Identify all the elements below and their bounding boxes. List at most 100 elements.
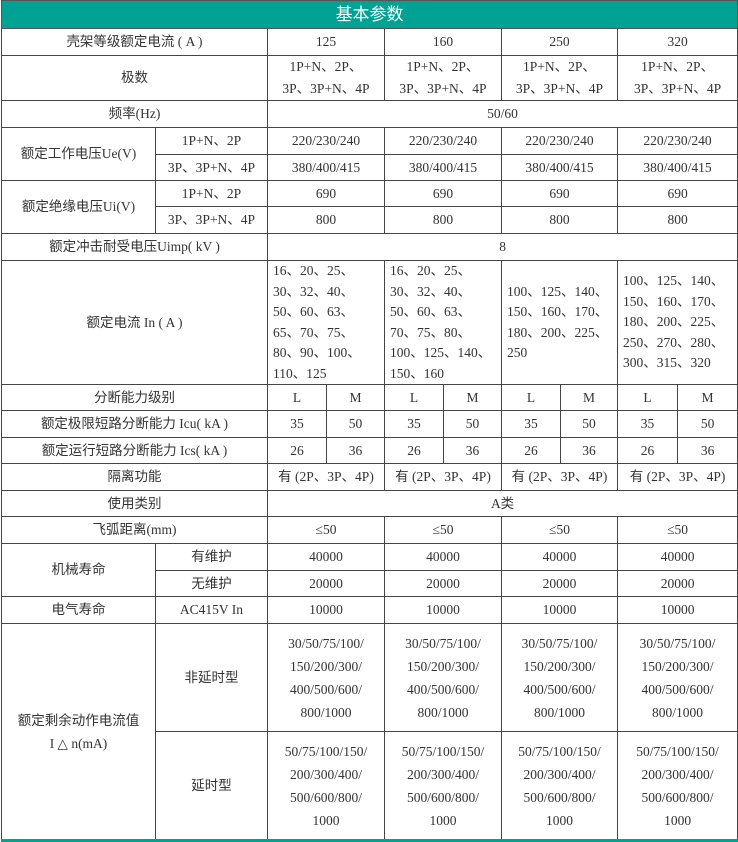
value-cell: 320 — [616, 28, 738, 56]
value-cell: ≤50 — [267, 516, 385, 544]
sub-label: 非延时型 — [155, 623, 268, 732]
value-cell: M — [560, 384, 618, 411]
value-cell: 380/400/415 — [267, 154, 385, 181]
value-cell: 26 — [267, 437, 327, 464]
table-row: 延时型 50/75/100/150/ 200/300/400/ 500/600/8… — [2, 731, 738, 841]
table-row: 分断能力级别 L M L M L M L M — [1, 384, 738, 411]
table-row: 额定冲击耐受电压Uimp( kV ) 8 — [1, 233, 738, 261]
value-cell: 20000 — [267, 570, 385, 597]
row-label: 电气寿命 — [1, 596, 156, 624]
row-label: 额定剩余动作电流值 I △ n(mA) — [1, 623, 156, 841]
table-row: 额定电流 In ( A ) 16、20、25、 30、32、40、 50、60、6… — [1, 260, 738, 385]
row-label: 额定电流 In ( A ) — [1, 260, 268, 385]
table-row: 额定剩余动作电流值 I △ n(mA) 非延时型 30/50/75/100/ 150… — [1, 623, 738, 841]
table-row: 额定极限短路分断能力 Icu( kA ) 35 50 35 50 35 50 35 50 — [1, 410, 738, 438]
table-row: 额定运行短路分断能力 Ics( kA ) 26 36 26 36 26 36 26 36 — [1, 437, 738, 464]
table-row: 额定绝缘电压Ui(V) 1P+N、2P 690 690 690 690 — [1, 180, 738, 234]
table-title: 基本参数 — [0, 0, 738, 29]
value-cell: 50 — [560, 410, 618, 438]
value-cell: 50 — [676, 410, 738, 438]
value-cell: L — [267, 384, 327, 411]
table-row: 使用类别 A类 — [1, 490, 738, 517]
value-cell: 26 — [501, 437, 561, 464]
sub-label: AC415V In — [155, 596, 268, 624]
value-cell: 800 — [501, 206, 618, 234]
row-label: 隔离功能 — [1, 463, 268, 491]
value-cell: 26 — [384, 437, 444, 464]
value-cell: 有 (2P、3P、4P) — [616, 463, 738, 491]
value-cell: 36 — [326, 437, 385, 464]
sub-label: 有维护 — [155, 543, 268, 571]
value-cell: 250 — [501, 28, 618, 56]
value-cell: A类 — [266, 490, 738, 517]
sub-label: 1P+N、2P — [155, 127, 268, 155]
value-cell: 50/75/100/150/ 200/300/400/ 500/600/800/… — [616, 731, 738, 841]
table-row: 额定工作电压Ue(V) 1P+N、2P 220/230/240 220/230/240… — [1, 127, 738, 181]
value-cell: 30/50/75/100/ 150/200/300/ 400/500/600/ … — [616, 623, 738, 732]
value-cell: 40000 — [267, 543, 385, 571]
value-cell: 36 — [676, 437, 738, 464]
row-label: 使用类别 — [1, 490, 268, 517]
row-label: 额定冲击耐受电压Uimp( kV ) — [1, 233, 268, 261]
sub-label: 3P、3P+N、4P — [155, 154, 268, 181]
value-cell: L — [384, 384, 444, 411]
value-cell: 220/230/240 — [267, 127, 385, 155]
value-cell: 16、20、25、 30、32、40、 50、60、63、 70、75、80、 … — [384, 260, 502, 385]
value-cell: 36 — [560, 437, 618, 464]
value-cell: M — [443, 384, 502, 411]
value-cell: 690 — [501, 180, 618, 207]
value-cell: 30/50/75/100/ 150/200/300/ 400/500/600/ … — [384, 623, 502, 732]
row-label: 额定工作电压Ue(V) — [1, 127, 156, 181]
row-label: 额定绝缘电压Ui(V) — [1, 180, 156, 234]
value-cell: 220/230/240 — [501, 127, 618, 155]
value-cell: 690 — [384, 180, 502, 207]
row-label: 额定运行短路分断能力 Ics( kA ) — [1, 437, 268, 464]
value-cell: 380/400/415 — [384, 154, 502, 181]
value-cell: 220/230/240 — [616, 127, 738, 155]
value-cell: 1P+N、2P、 3P、3P+N、4P — [384, 55, 502, 101]
value-cell: 690 — [616, 180, 738, 207]
value-cell: 有 (2P、3P、4P) — [501, 463, 618, 491]
value-cell: 800 — [384, 206, 502, 234]
value-cell: 40000 — [616, 543, 738, 571]
table-row: 飞弧距离(mm) ≤50 ≤50 ≤50 ≤50 — [1, 516, 738, 544]
table-row: 3P、3P+N、4P 800 800 800 800 — [2, 206, 738, 234]
value-cell: ≤50 — [501, 516, 618, 544]
value-cell: 125 — [267, 28, 385, 56]
table-row: 极数 1P+N、2P、 3P、3P+N、4P 1P+N、2P、 3P、3P+N、4P… — [1, 55, 738, 101]
value-cell: 800 — [267, 206, 385, 234]
row-label: 壳架等级额定电流 ( A ) — [1, 28, 268, 56]
value-cell: 20000 — [384, 570, 502, 597]
sub-label: 延时型 — [155, 731, 268, 841]
row-label: 分断能力级别 — [1, 384, 268, 411]
value-cell: 20000 — [616, 570, 738, 597]
table-row: 3P、3P+N、4P 380/400/415 380/400/415 380/400/… — [2, 154, 738, 181]
table-row: 无维护 20000 20000 20000 20000 — [2, 570, 738, 597]
value-cell: ≤50 — [616, 516, 738, 544]
value-cell: 35 — [617, 410, 678, 438]
value-cell: M — [326, 384, 385, 411]
value-cell: 1P+N、2P、 3P、3P+N、4P — [267, 55, 385, 101]
value-cell: 100、125、140、 150、160、170、 180、200、225、 2… — [501, 260, 618, 385]
value-cell: 380/400/415 — [616, 154, 738, 181]
row-label: 极数 — [1, 55, 268, 101]
sub-label: 1P+N、2P — [155, 180, 268, 207]
value-cell: 800 — [616, 206, 738, 234]
value-cell: 50/75/100/150/ 200/300/400/ 500/600/800/… — [501, 731, 618, 841]
value-cell: 30/50/75/100/ 150/200/300/ 400/500/600/ … — [267, 623, 385, 732]
value-cell: 690 — [267, 180, 385, 207]
value-cell: L — [617, 384, 678, 411]
value-cell: 220/230/240 — [384, 127, 502, 155]
value-cell: 40000 — [384, 543, 502, 571]
row-label: 频率(Hz) — [1, 100, 268, 128]
value-cell: 36 — [443, 437, 502, 464]
value-cell: 10000 — [384, 596, 502, 624]
value-cell: 50/60 — [266, 100, 738, 128]
row-label: 飞弧距离(mm) — [1, 516, 268, 544]
value-cell: 380/400/415 — [501, 154, 618, 181]
table-row: 机械寿命 有维护 40000 40000 40000 40000 — [1, 543, 738, 597]
value-cell: 35 — [267, 410, 327, 438]
title-row: 基本参数 — [0, 0, 738, 29]
value-cell: 26 — [617, 437, 678, 464]
sub-label: 3P、3P+N、4P — [155, 206, 268, 234]
